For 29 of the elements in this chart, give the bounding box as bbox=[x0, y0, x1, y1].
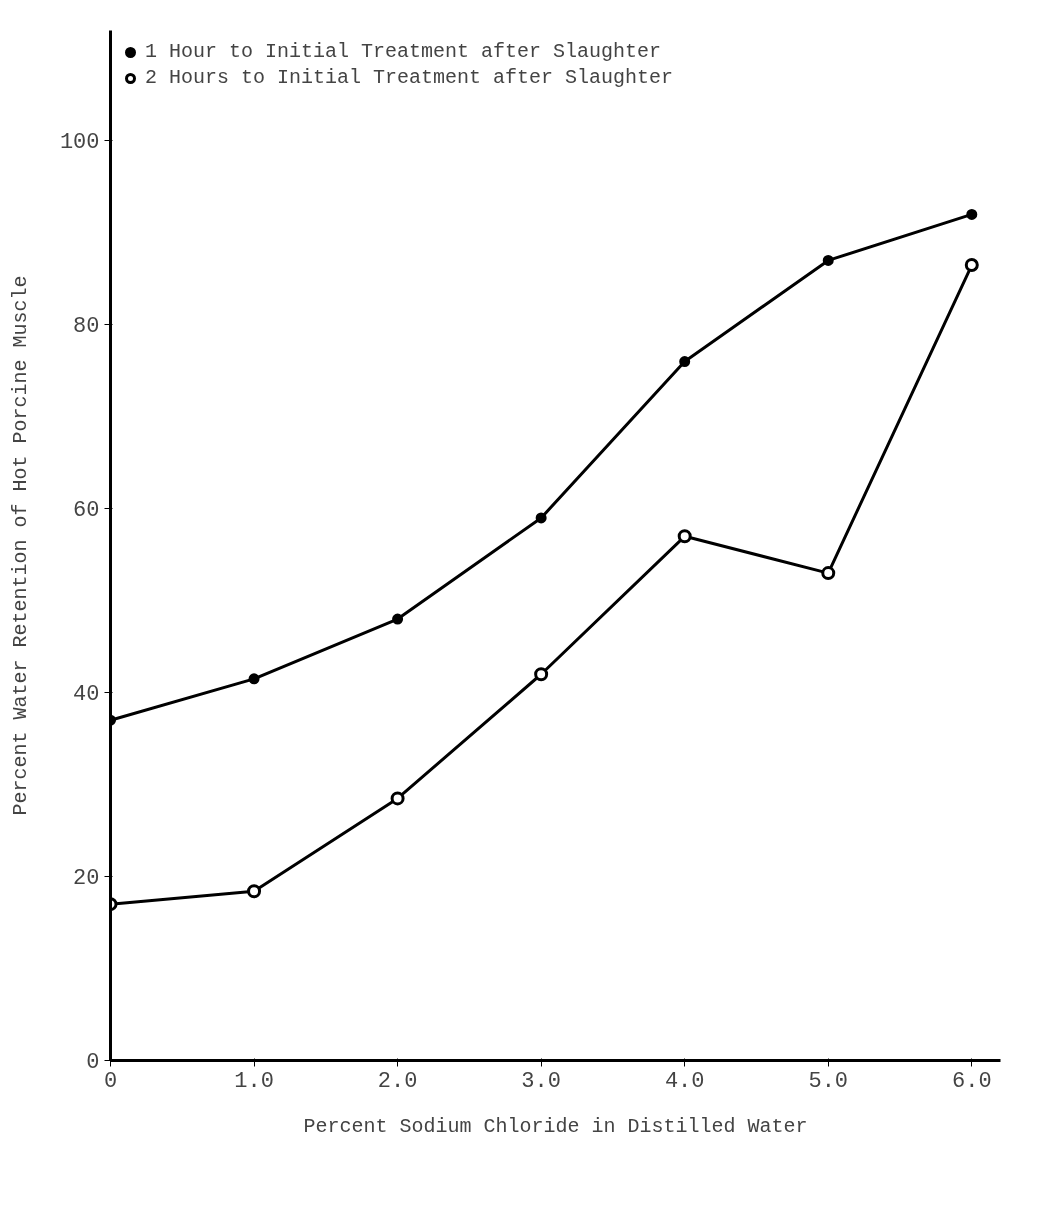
x-tick-label: 4.0 bbox=[664, 1068, 705, 1094]
x-tick-label: 0 bbox=[103, 1068, 118, 1094]
x-tick-label: 1.0 bbox=[234, 1068, 274, 1094]
point bbox=[248, 673, 260, 685]
x-tick-label: 6.0 bbox=[951, 1068, 992, 1094]
x-axis-title: Percent Sodium Chloride in Distilled Water bbox=[303, 1114, 808, 1138]
point bbox=[534, 667, 549, 682]
x-tick-label: 2.0 bbox=[377, 1068, 418, 1094]
point bbox=[822, 254, 834, 266]
legend-label: 1 Hour to Initial Treatment after Slaughter bbox=[145, 40, 662, 63]
point bbox=[247, 884, 262, 899]
point bbox=[535, 512, 547, 524]
y-tick-label: 100 bbox=[59, 130, 100, 156]
point bbox=[679, 356, 691, 368]
y-tick-label: 0 bbox=[86, 1050, 100, 1075]
x-tick-label: 5.0 bbox=[808, 1068, 849, 1094]
x-tick-label: 3.0 bbox=[521, 1068, 561, 1094]
y-tick-label: 40 bbox=[73, 682, 100, 708]
point bbox=[390, 791, 405, 806]
legend-label: 2 Hours to Initial Treatment after Slaughter bbox=[145, 66, 674, 89]
y-tick-label: 60 bbox=[73, 498, 100, 524]
y-axis-title: Percent Water Retention of Hot Porcine Muscle bbox=[8, 275, 32, 816]
y-tick-label: 80 bbox=[73, 314, 100, 340]
y-tick-label: 20 bbox=[73, 866, 100, 892]
point bbox=[677, 529, 692, 544]
point bbox=[392, 613, 404, 625]
point bbox=[966, 208, 978, 220]
point bbox=[821, 566, 836, 581]
point bbox=[964, 258, 979, 272]
